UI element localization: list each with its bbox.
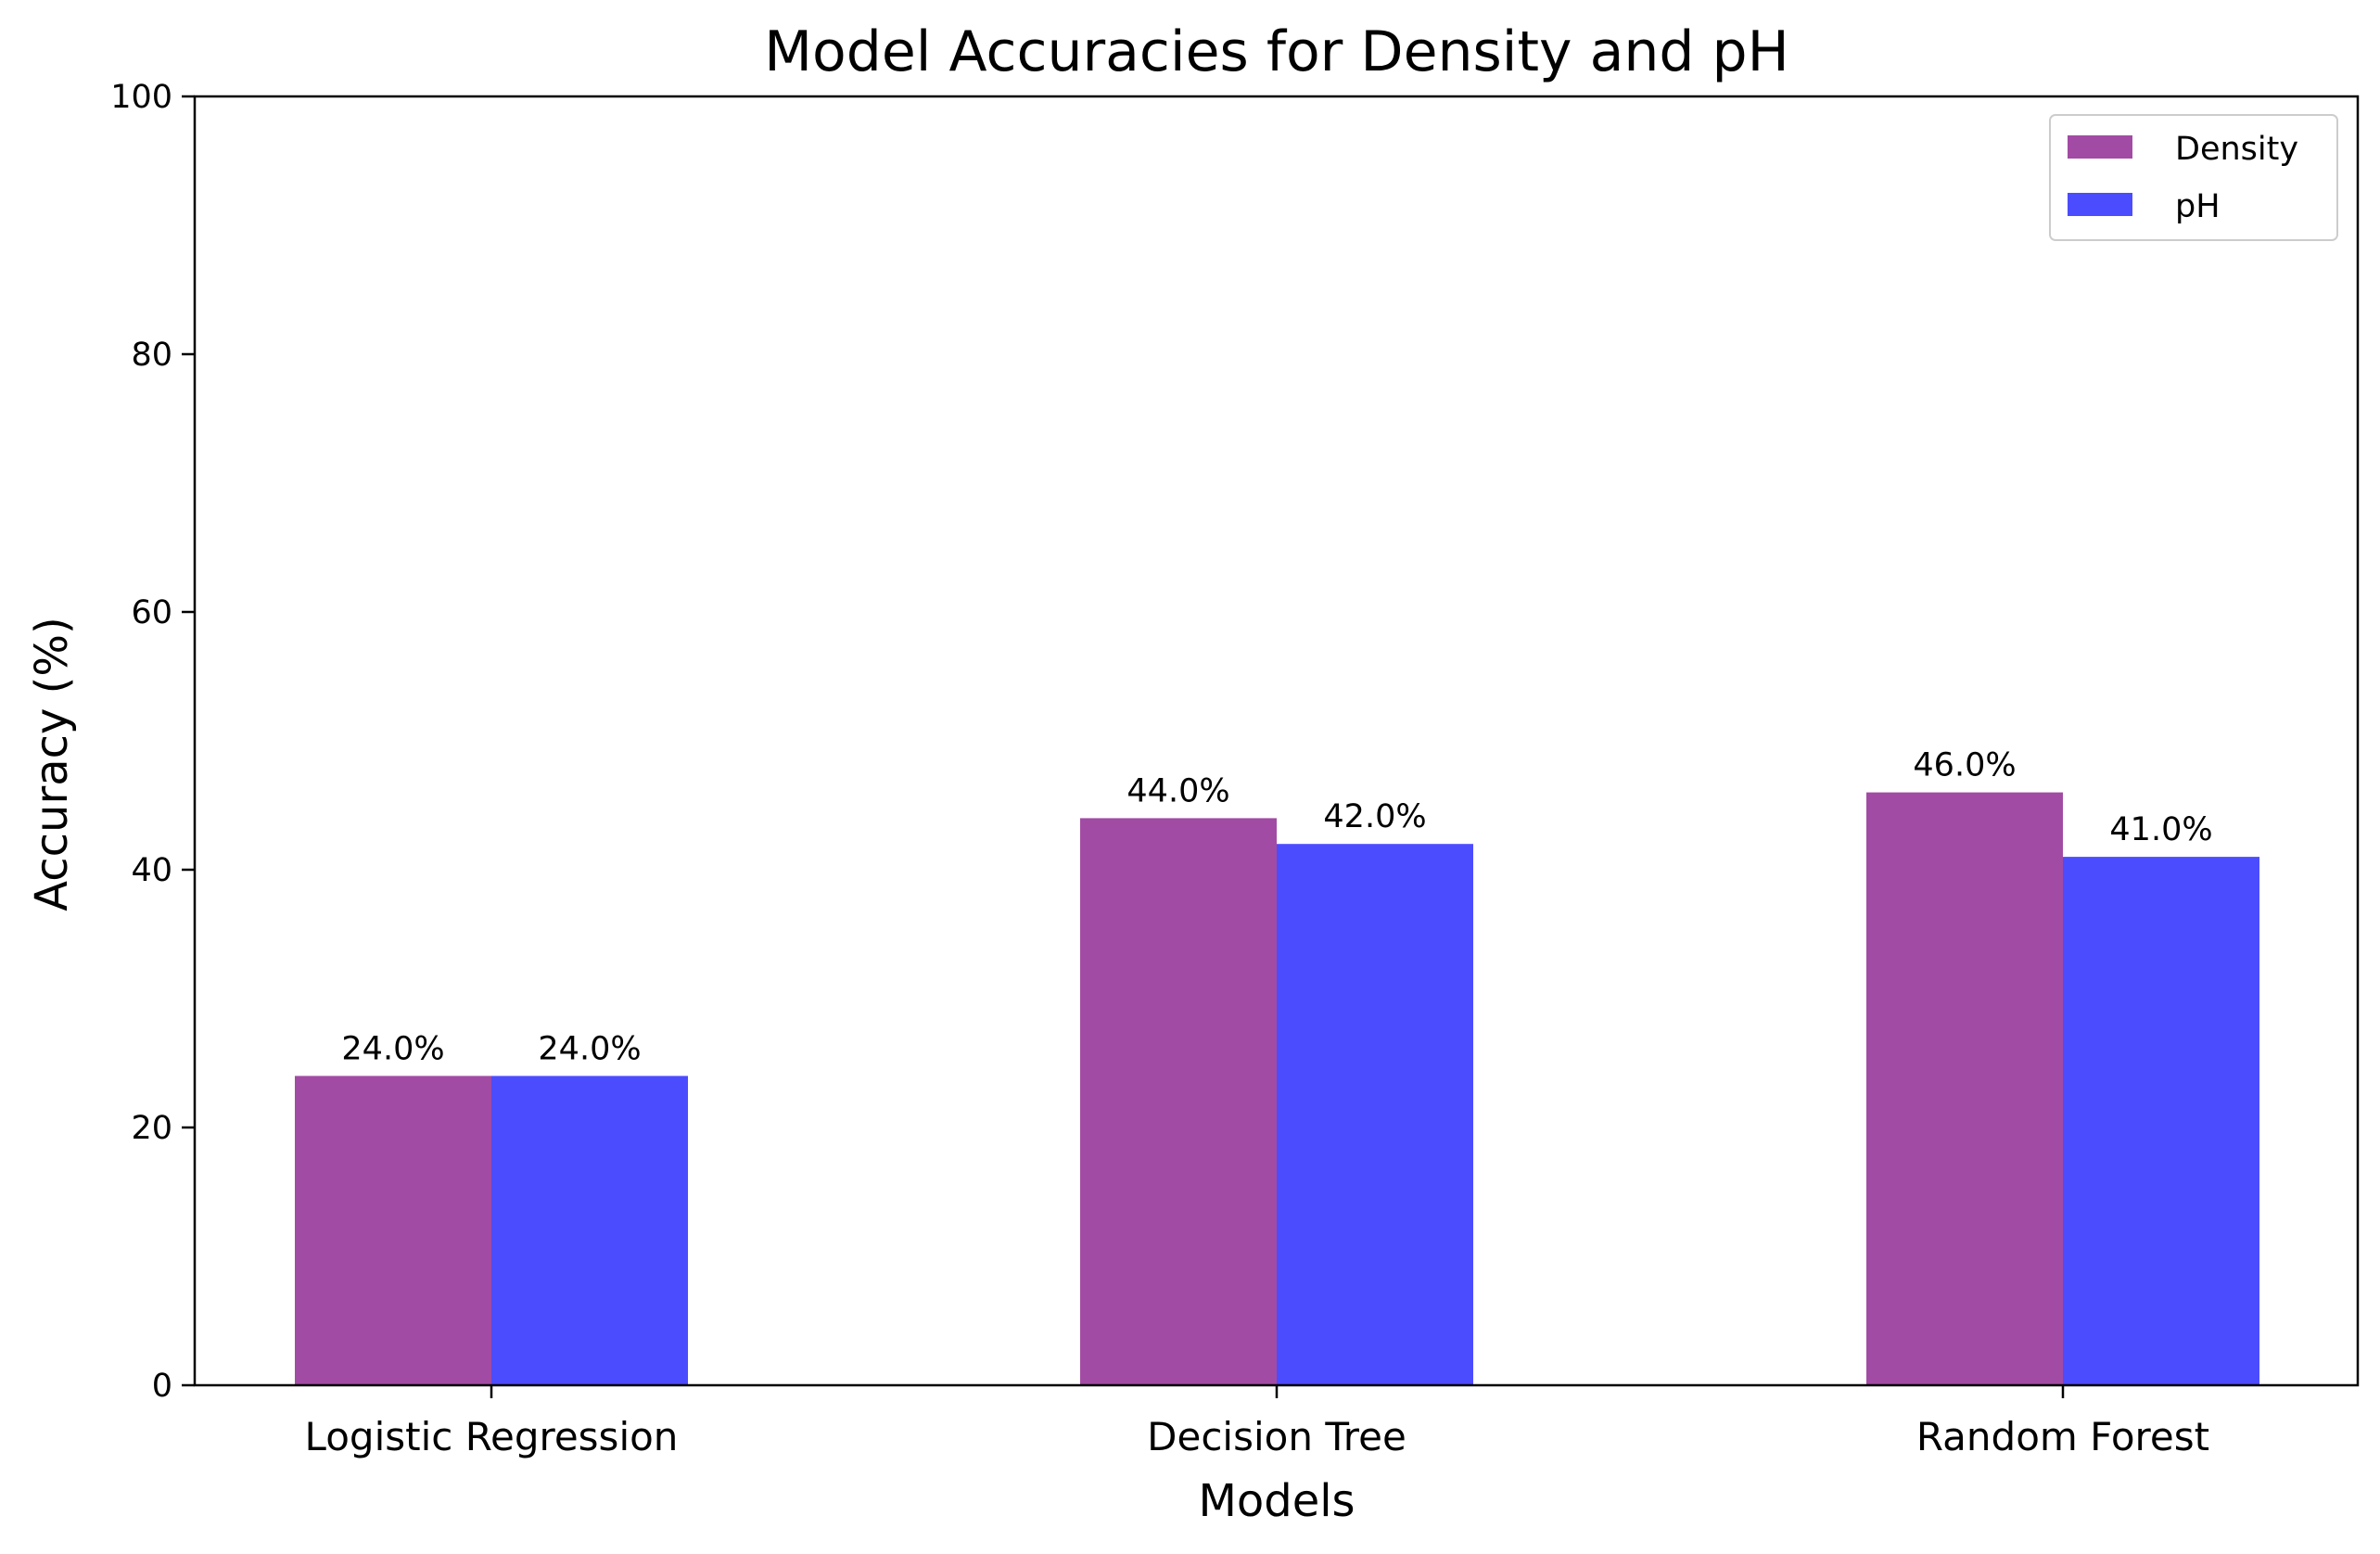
- bar-density-2: [1080, 818, 1277, 1385]
- bar-label-density-3: 46.0%: [1913, 747, 2016, 784]
- x-tick-label: Random Forest: [1916, 1414, 2209, 1459]
- y-tick-label: 100: [110, 79, 172, 116]
- y-tick-label: 20: [131, 1110, 172, 1147]
- y-axis-label: Accuracy (%): [26, 617, 78, 911]
- bar-density-3: [1866, 792, 2063, 1385]
- bar-ph-2: [1277, 844, 1473, 1385]
- x-axis-label: Models: [1198, 1475, 1355, 1527]
- bar-ph-3: [2063, 857, 2259, 1385]
- bar-label-ph-1: 24.0%: [538, 1030, 641, 1067]
- y-tick-label: 40: [131, 852, 172, 889]
- bars: [295, 792, 2259, 1385]
- bar-density-1: [295, 1076, 491, 1385]
- x-tick-label: Logistic Regression: [305, 1414, 679, 1459]
- plot-frame: [193, 95, 2360, 1387]
- chart-title: Model Accuracies for Density and pH: [764, 19, 1788, 84]
- bar-label-density-1: 24.0%: [341, 1030, 444, 1067]
- y-tick-label: 60: [131, 594, 172, 631]
- legend-swatch-density: [2068, 135, 2132, 159]
- bar-label-ph-3: 41.0%: [2109, 811, 2212, 848]
- x-axis-ticks: Logistic Regression Decision Tree Random F…: [305, 1385, 2209, 1459]
- legend-label-ph: pH: [2175, 188, 2221, 225]
- legend-swatch-ph: [2068, 193, 2132, 216]
- y-axis-ticks: 0 20 40 60 80 100: [110, 79, 195, 1405]
- legend: Density pH: [2049, 114, 2338, 241]
- bar-ph-1: [491, 1076, 688, 1385]
- bar-label-density-2: 44.0%: [1126, 772, 1229, 809]
- x-tick-label: Decision Tree: [1147, 1414, 1406, 1459]
- y-tick-label: 80: [131, 337, 172, 374]
- legend-label-density: Density: [2175, 131, 2298, 168]
- bar-label-ph-2: 42.0%: [1323, 798, 1426, 835]
- bar-labels: 24.0% 44.0% 46.0% 24.0% 42.0% 41.0%: [341, 747, 2212, 1068]
- y-tick-label: 0: [152, 1368, 172, 1405]
